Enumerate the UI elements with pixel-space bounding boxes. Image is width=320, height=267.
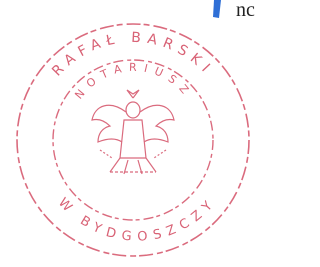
page: nc RAFAŁ BARSKI NOTARIUSZ W BYDGOSZCZY	[0, 0, 267, 267]
stamp-inner-text-path: NOTARIUSZ	[72, 61, 195, 102]
stamp	[17, 24, 249, 256]
eagle-emblem	[92, 90, 174, 174]
text-fragment: nc	[236, 0, 255, 21]
ink-mark	[213, 0, 221, 18]
stamp-inner-text: NOTARIUSZ	[72, 61, 195, 102]
stamp-outer-ring	[17, 24, 249, 256]
stamp-inner-ring	[53, 60, 213, 220]
